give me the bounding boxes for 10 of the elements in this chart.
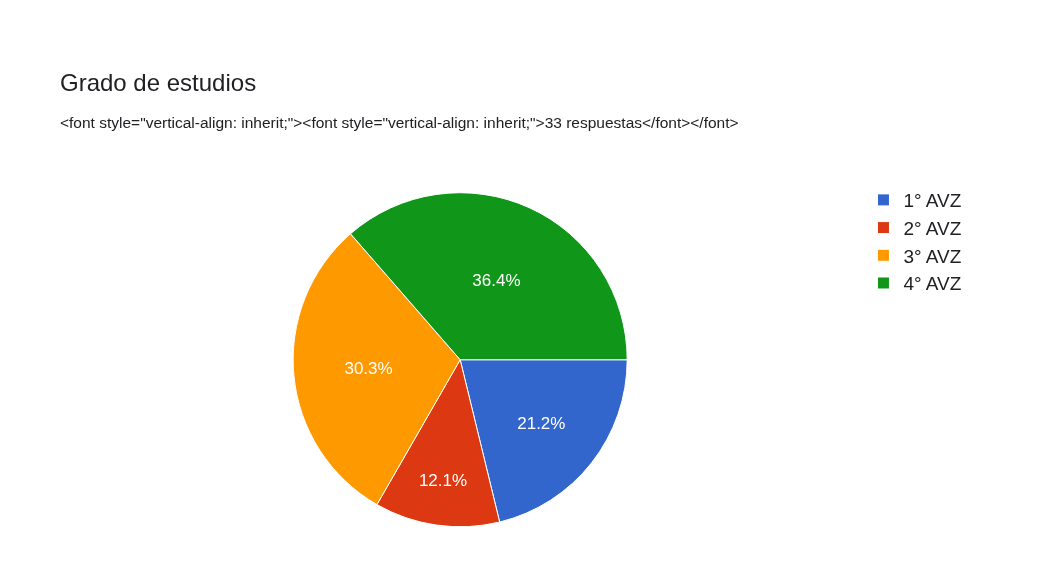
legend-label: 1° AVZ: [903, 190, 962, 212]
data-label: 30.3%: [344, 359, 393, 379]
data-label: 21.2%: [517, 414, 566, 434]
legend-label: 2° AVZ: [903, 218, 962, 239]
chart-title: Grado de estudios: [60, 69, 257, 96]
legend-label: 4° AVZ: [903, 273, 962, 295]
legend-label: 3° AVZ: [903, 245, 962, 267]
data-label: 12.1%: [418, 470, 468, 490]
chart-subtitle: <font style="vertical-align: inherit;"><font style="vertical-align: inherit;">33 respuestas</font></font>: [60, 114, 739, 131]
data-label: 36.4%: [472, 270, 521, 290]
